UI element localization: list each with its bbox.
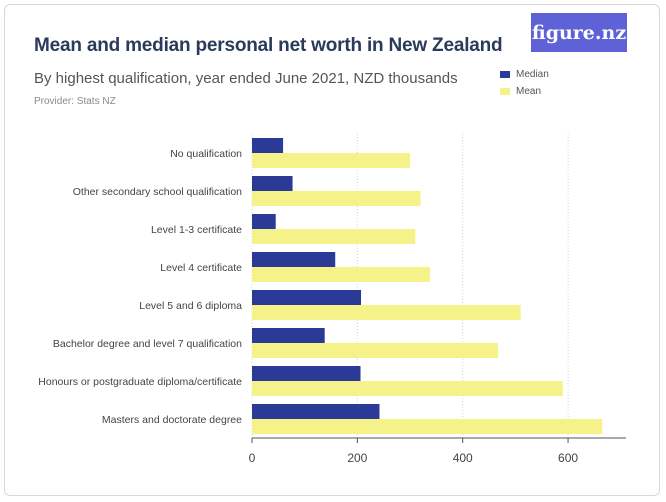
category-label-2: Level 1-3 certificate (151, 224, 242, 236)
bar-median-1 (252, 176, 293, 191)
bar-median-2 (252, 214, 276, 229)
bar-mean-1 (252, 191, 421, 206)
chart-subtitle: By highest qualification, year ended Jun… (34, 70, 458, 87)
bar-median-3 (252, 252, 336, 267)
category-label-0: No qualification (170, 148, 242, 160)
bar-median-6 (252, 366, 361, 381)
legend-swatch-mean (500, 88, 510, 95)
category-label-5: Bachelor degree and level 7 qualificatio… (53, 338, 242, 350)
bar-mean-5 (252, 343, 498, 358)
bar-median-7 (252, 404, 380, 419)
category-label-3: Level 4 certificate (160, 262, 242, 274)
bar-mean-6 (252, 381, 563, 396)
bar-mean-2 (252, 229, 416, 244)
x-tick-label-200: 200 (347, 451, 367, 465)
category-label-7: Masters and doctorate degree (102, 414, 242, 426)
bar-median-0 (252, 138, 284, 153)
legend-item-median: Median (500, 66, 549, 83)
x-tick-label-400: 400 (453, 451, 473, 465)
bar-median-5 (252, 328, 325, 343)
legend-item-mean: Mean (500, 83, 549, 100)
category-label-4: Level 5 and 6 diploma (139, 300, 242, 312)
legend-swatch-median (500, 71, 510, 78)
chart-legend: Median Mean (500, 66, 549, 100)
bar-mean-0 (252, 153, 411, 168)
x-tick-label-0: 0 (249, 451, 256, 465)
bar-mean-3 (252, 267, 431, 282)
legend-label-mean: Mean (516, 86, 542, 97)
figure-nz-logo[interactable]: figure.nz (531, 13, 627, 52)
chart-title: Mean and median personal net worth in Ne… (34, 35, 503, 56)
bar-median-4 (252, 290, 362, 305)
category-label-1: Other secondary school qualification (73, 186, 242, 198)
bar-mean-7 (252, 419, 603, 434)
data-provider: Provider: Stats NZ (34, 96, 116, 107)
x-tick-label-600: 600 (558, 451, 578, 465)
bar-mean-4 (252, 305, 521, 320)
category-label-6: Honours or postgraduate diploma/certific… (38, 376, 242, 388)
legend-label-median: Median (516, 69, 549, 80)
